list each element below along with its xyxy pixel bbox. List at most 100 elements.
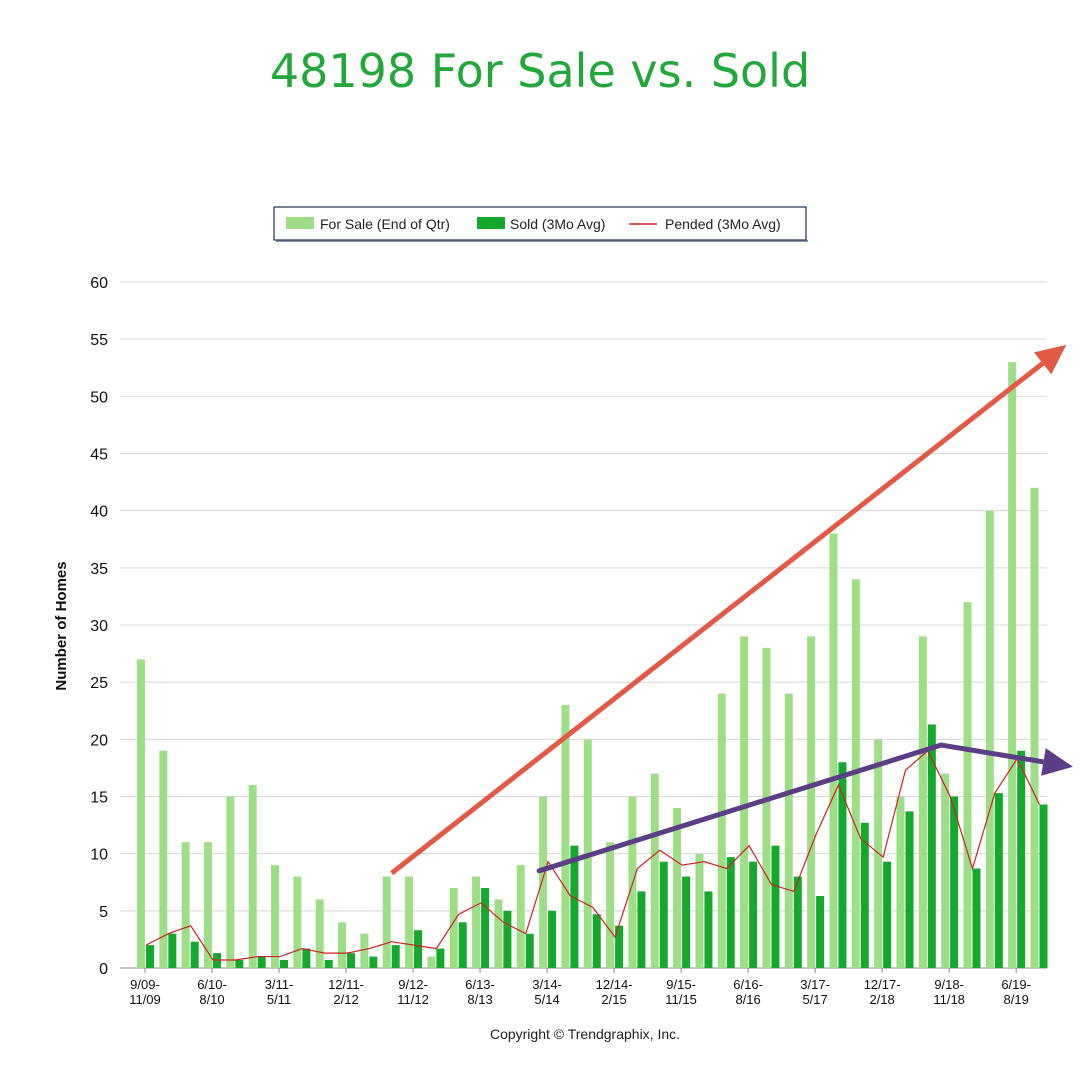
sold-bar <box>860 822 869 968</box>
sold-bar <box>548 910 557 968</box>
for-sale-bar <box>1008 362 1017 968</box>
sold-bar <box>481 887 490 968</box>
sold-bar <box>436 948 445 968</box>
x-tick-label: 12/11-2/12 <box>328 977 364 1007</box>
legend-shadow <box>276 240 808 242</box>
for-sale-bar <box>226 796 235 968</box>
sold-bar <box>816 895 825 968</box>
sold-bar <box>615 925 624 968</box>
sold-bar <box>994 793 1003 968</box>
for-sale-bar <box>963 602 972 968</box>
for-sale-bar <box>650 773 659 968</box>
for-sale-bar <box>181 842 190 968</box>
sold-bar <box>168 933 177 968</box>
for-sale-bar <box>717 693 726 968</box>
legend-label: For Sale (End of Qtr) <box>320 216 450 232</box>
for-sale-bar <box>695 853 704 968</box>
for-sale-bar <box>382 876 391 968</box>
trend-arrowhead <box>1034 344 1067 375</box>
y-tick-label: 35 <box>90 561 108 578</box>
sold-bar <box>592 914 601 968</box>
for-sale-bar <box>829 533 838 968</box>
trend-line <box>536 742 944 874</box>
sold-bar <box>1039 804 1048 968</box>
sold-bar <box>458 922 467 968</box>
sold-bar <box>525 933 534 968</box>
sold-bar <box>838 762 847 968</box>
x-tick-label: 12/14-2/15 <box>596 977 633 1007</box>
sold-bar <box>950 796 959 968</box>
sold-bar <box>659 861 668 968</box>
x-tick-label: 9/18-11/18 <box>933 977 965 1007</box>
for-sale-bar <box>293 876 302 968</box>
x-tick-label: 3/11-5/11 <box>265 977 294 1007</box>
x-tick-label: 9/09-11/09 <box>129 977 161 1007</box>
sold-bar <box>972 868 981 968</box>
sold-bar <box>883 861 892 968</box>
y-tick-label: 45 <box>90 447 108 464</box>
y-tick-label: 50 <box>90 389 108 406</box>
sold-bar <box>257 956 266 968</box>
sold-bar <box>726 857 735 968</box>
sold-bar <box>749 861 758 968</box>
for-sale-bar <box>137 659 145 968</box>
x-tick-label: 12/17-2/18 <box>864 977 901 1007</box>
y-tick-label: 10 <box>90 847 108 864</box>
y-tick-label: 5 <box>99 904 108 921</box>
sold-bar <box>704 891 713 968</box>
for-sale-bar <box>338 922 347 968</box>
for-sale-bar <box>472 876 481 968</box>
for-sale-bar <box>360 933 369 968</box>
x-tick-label: 9/15-11/15 <box>665 977 697 1007</box>
legend-label: Pended (3Mo Avg) <box>665 216 781 232</box>
for-sale-bar <box>539 796 548 968</box>
for-sale-bar <box>159 750 168 968</box>
for-sale-bar <box>494 899 503 968</box>
copyright-text: Copyright © Trendgraphix, Inc. <box>489 1026 681 1042</box>
legend-swatch <box>477 217 505 229</box>
sold-bar <box>1017 750 1026 968</box>
for-sale-bar <box>762 647 771 968</box>
legend-swatch <box>286 217 314 229</box>
for-sale-bar <box>516 865 525 968</box>
sold-bar <box>637 891 646 968</box>
sold-bar <box>503 910 512 968</box>
trend-arrow-line <box>390 361 1045 876</box>
for-sale-bar <box>561 705 570 968</box>
for-sale-bar <box>807 636 816 968</box>
for-sale-bar <box>315 899 324 968</box>
pended-line <box>145 749 1041 961</box>
x-tick-label: 6/10-8/10 <box>197 977 227 1007</box>
x-tick-label: 6/19-8/19 <box>1001 977 1031 1007</box>
for-sale-bar <box>449 887 458 968</box>
sold-bar <box>235 959 244 968</box>
for-sale-bar <box>248 785 257 968</box>
y-tick-label: 40 <box>90 504 108 521</box>
y-tick-label: 60 <box>90 275 108 292</box>
x-tick-label: 3/14-5/14 <box>532 977 562 1007</box>
sold-bar <box>302 948 311 968</box>
for-sale-bar <box>784 693 793 968</box>
sold-bar <box>793 876 802 968</box>
sold-bar <box>905 811 914 968</box>
for-sale-bar <box>673 807 682 968</box>
legend-label: Sold (3Mo Avg) <box>510 216 605 232</box>
x-tick-label: 3/17-5/17 <box>800 977 830 1007</box>
y-tick-label: 0 <box>99 961 108 978</box>
x-tick-label: 6/16-8/16 <box>733 977 763 1007</box>
sold-bar <box>190 941 199 968</box>
x-tick-label: 6/13-8/13 <box>465 977 495 1007</box>
y-tick-label: 30 <box>90 618 108 635</box>
x-tick-label: 9/12-11/12 <box>397 977 429 1007</box>
sold-bar <box>347 953 356 968</box>
y-tick-label: 25 <box>90 675 108 692</box>
sold-bar <box>146 945 154 968</box>
sold-bar <box>570 845 579 968</box>
sold-bar <box>927 724 936 968</box>
for-sale-bar <box>204 842 213 968</box>
for-sale-bar <box>941 773 950 968</box>
sold-bar <box>682 876 691 968</box>
y-tick-label: 15 <box>90 790 108 807</box>
for-sale-bar <box>918 636 927 968</box>
